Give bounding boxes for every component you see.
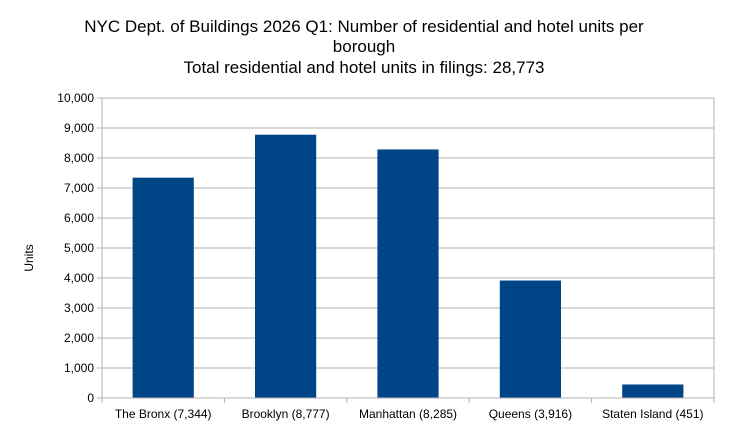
x-tick-label: Brooklyn (8,777) xyxy=(242,407,330,421)
chart-title-line-2: borough xyxy=(333,37,395,56)
x-tick-label: Staten Island (451) xyxy=(602,407,703,421)
y-tick-labels: 0 1,000 2,000 3,000 4,000 5,000 6,000 7,000 8,00… xyxy=(57,91,94,405)
y-tick-label: 0 xyxy=(87,391,94,405)
chart-title-line-3: Total residential and hotel units in fil… xyxy=(183,58,544,77)
chart-title: NYC Dept. of Buildings 2026 Q1: Number o… xyxy=(84,17,644,77)
y-tick-label: 1,000 xyxy=(64,361,94,375)
y-tick-label: 8,000 xyxy=(64,151,94,165)
y-tick-label: 2,000 xyxy=(64,331,94,345)
y-tick-label: 7,000 xyxy=(64,181,94,195)
bars xyxy=(132,134,684,398)
y-axis-title: Units xyxy=(22,244,36,271)
bar xyxy=(132,177,194,398)
x-tick-label: Manhattan (8,285) xyxy=(359,407,457,421)
bar xyxy=(255,134,317,398)
axes xyxy=(101,98,715,403)
y-tick-label: 5,000 xyxy=(64,241,94,255)
chart-title-line-1: NYC Dept. of Buildings 2026 Q1: Number o… xyxy=(84,17,644,36)
x-tick-label: The Bronx (7,344) xyxy=(115,407,212,421)
y-tick-label: 6,000 xyxy=(64,211,94,225)
bar xyxy=(377,149,439,398)
bar xyxy=(622,384,684,398)
y-tick-label: 9,000 xyxy=(64,121,94,135)
y-tick-label: 3,000 xyxy=(64,301,94,315)
bar xyxy=(499,280,561,398)
y-tick-label: 4,000 xyxy=(64,271,94,285)
y-tick-label: 10,000 xyxy=(57,91,94,105)
x-tick-label: Queens (3,916) xyxy=(489,407,572,421)
x-tick-labels: The Bronx (7,344) Brooklyn (8,777) Manhatt… xyxy=(115,407,704,421)
